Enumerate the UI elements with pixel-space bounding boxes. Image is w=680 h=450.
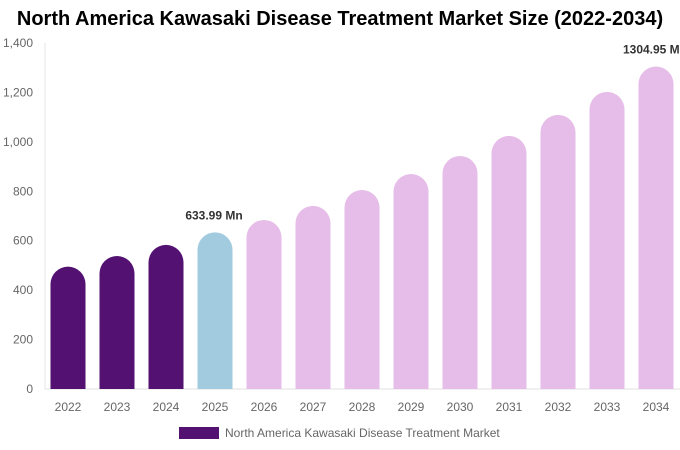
x-tick-label: 2032 (545, 400, 572, 414)
x-tick-label: 2031 (496, 400, 523, 414)
x-tick-label: 2033 (594, 400, 621, 414)
x-tick-label: 2030 (447, 400, 474, 414)
y-tick-label: 1,000 (3, 135, 33, 149)
bar-2022 (50, 266, 86, 389)
bar-2031 (491, 135, 527, 389)
bar-2023 (99, 256, 135, 389)
x-tick-label: 2023 (104, 400, 131, 414)
legend-swatch (179, 427, 219, 439)
bar-2027 (295, 205, 331, 389)
x-tick-label: 2029 (398, 400, 425, 414)
x-tick-label: 2025 (202, 400, 229, 414)
data-label-2025: 633.99 Mn (185, 208, 242, 222)
bar-2026 (246, 219, 282, 389)
x-tick-label: 2028 (349, 400, 376, 414)
bar-2033 (589, 91, 625, 389)
y-tick-label: 1,400 (3, 36, 33, 50)
legend-label: North America Kawasaki Disease Treatment… (225, 426, 500, 440)
legend[interactable]: North America Kawasaki Disease Treatment… (179, 426, 500, 440)
x-tick-label: 2034 (643, 400, 670, 414)
bar-2032 (540, 114, 576, 389)
y-tick-label: 200 (13, 333, 33, 347)
bar-2024 (148, 244, 184, 389)
bar-2034 (638, 66, 674, 389)
y-tick-label: 1,200 (3, 85, 33, 99)
x-tick-label: 2022 (55, 400, 82, 414)
y-tick-label: 0 (26, 382, 33, 396)
x-tick-label: 2024 (153, 400, 180, 414)
bar-2025 (197, 232, 233, 389)
chart-title: North America Kawasaki Disease Treatment… (16, 8, 664, 30)
x-tick-label: 2026 (251, 400, 278, 414)
bar-2029 (393, 173, 429, 389)
y-tick-label: 800 (13, 184, 33, 198)
data-label-2034: 1304.95 Mn (623, 42, 680, 56)
y-tick-label: 400 (13, 283, 33, 297)
y-tick-label: 600 (13, 234, 33, 248)
bar-2028 (344, 190, 380, 389)
bar-2030 (442, 155, 478, 389)
x-tick-label: 2027 (300, 400, 327, 414)
